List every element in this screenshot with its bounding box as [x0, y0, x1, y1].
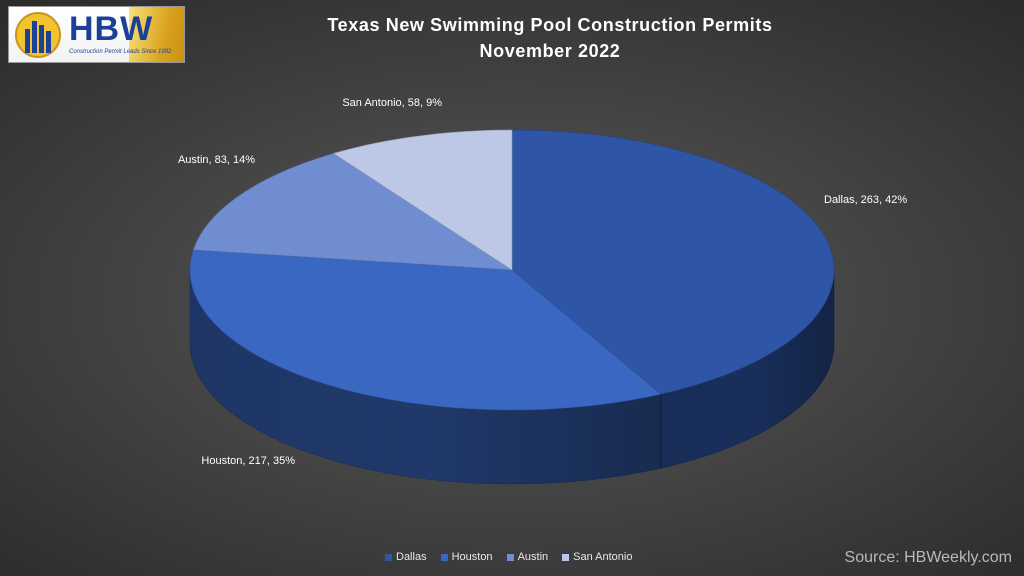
- source-note: Source: HBWeekly.com: [844, 549, 1012, 566]
- slice-dallas: [511, 129, 835, 395]
- logo-gold-band: [129, 7, 184, 62]
- hbw-logo: HBW Construction Permit Leads Since 1992: [8, 6, 185, 63]
- legend-swatch: [506, 553, 514, 561]
- logo-tagline: Construction Permit Leads Since 1992: [69, 49, 172, 55]
- chart-title: Texas New Swimming Pool Construction Per…: [327, 15, 773, 35]
- data-labels: Dallas, 263, 42% Houston, 217, 35% Austin,…: [178, 97, 907, 467]
- legend-label: Austin: [517, 551, 549, 563]
- slice-houston: [189, 249, 662, 411]
- data-label-dallas: Dallas, 263, 42%: [824, 194, 907, 206]
- pie-top-slices: [189, 129, 835, 411]
- data-label-san-antonio: San Antonio, 58, 9%: [342, 97, 442, 109]
- logo-letters: HBW: [69, 10, 154, 48]
- legend: Dallas Houston Austin San Antonio: [385, 551, 632, 563]
- slice-austin: [192, 153, 514, 271]
- legend-swatch: [385, 553, 392, 561]
- legend-item-houston: Houston: [440, 551, 493, 563]
- data-label-houston: Houston, 217, 35%: [201, 455, 295, 467]
- legend-label: Houston: [451, 551, 493, 563]
- building-icon: [15, 12, 61, 58]
- slice-wall-shade: [190, 270, 661, 484]
- legend-label: Dallas: [396, 551, 427, 563]
- slice-san-antonio: [332, 129, 513, 271]
- legend-item-san-antonio: San Antonio: [562, 551, 632, 563]
- data-label-austin: Austin, 83, 14%: [178, 154, 255, 166]
- legend-item-austin: Austin: [506, 551, 549, 563]
- legend-swatch: [440, 553, 448, 561]
- slice-wall-shade: [660, 270, 834, 469]
- chart-title-block: Texas New Swimming Pool Construction Per…: [200, 12, 900, 64]
- legend-item-dallas: Dallas: [385, 551, 427, 563]
- legend-label: San Antonio: [573, 551, 633, 563]
- legend-swatch: [562, 553, 570, 561]
- pie-side-walls: [189, 269, 835, 485]
- chart-subtitle: November 2022: [479, 41, 621, 61]
